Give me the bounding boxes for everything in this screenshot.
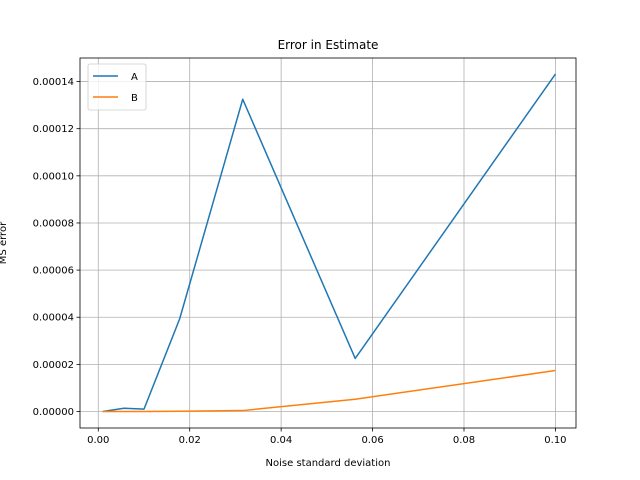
ticks: 0.00 0.02 0.04 0.06 0.08 0.10 0.00000 0.00002 0.… bbox=[33, 77, 567, 446]
y-tick-label: 0.00002 bbox=[33, 360, 74, 371]
y-tick-label: 0.00000 bbox=[33, 407, 74, 418]
series-line-b bbox=[102, 369, 556, 413]
chart-title: Error in Estimate bbox=[278, 38, 379, 52]
legend: AB bbox=[87, 63, 147, 111]
x-tick-label: 0.10 bbox=[544, 435, 566, 446]
y-tick-label: 0.00010 bbox=[33, 171, 74, 182]
legend-label-a: A bbox=[131, 72, 138, 83]
x-tick-label: 0.00 bbox=[87, 435, 109, 446]
grid bbox=[80, 58, 576, 428]
x-tick-label: 0.06 bbox=[361, 435, 383, 446]
x-tick-label: 0.04 bbox=[270, 435, 292, 446]
y-tick-label: 0.00008 bbox=[33, 218, 74, 229]
x-axis-label: Noise standard deviation bbox=[266, 458, 391, 469]
y-tick-label: 0.00012 bbox=[33, 124, 74, 135]
legend-label-b: B bbox=[131, 93, 138, 104]
plot-frame bbox=[79, 57, 577, 429]
y-axis-label: MS error bbox=[0, 221, 9, 264]
plot-area bbox=[80, 58, 576, 428]
series-layer bbox=[102, 73, 557, 413]
series-line-a bbox=[102, 73, 557, 413]
x-tick-label: 0.02 bbox=[179, 435, 201, 446]
y-tick-label: 0.00014 bbox=[33, 77, 74, 88]
x-tick-label: 0.08 bbox=[453, 435, 475, 446]
y-tick-label: 0.00004 bbox=[33, 313, 74, 324]
y-tick-label: 0.00006 bbox=[33, 266, 74, 277]
